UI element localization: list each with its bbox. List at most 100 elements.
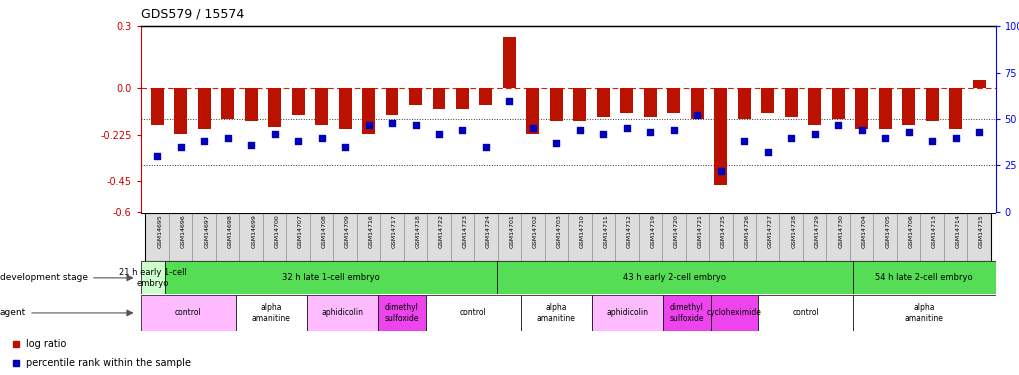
Text: GSM14697: GSM14697	[204, 214, 209, 248]
Bar	[949, 88, 961, 129]
Bar	[854, 88, 867, 129]
Text: cycloheximide: cycloheximide	[706, 308, 761, 317]
Text: GSM14699: GSM14699	[251, 214, 256, 248]
Bar	[573, 88, 586, 121]
Text: GSM14696: GSM14696	[180, 214, 185, 248]
Text: GSM14701: GSM14701	[508, 214, 514, 248]
Bar	[502, 37, 516, 88]
Text: 21 h early 1-cell
embryo: 21 h early 1-cell embryo	[118, 268, 186, 288]
Bar	[520, 295, 591, 331]
Text: alpha
amanitine: alpha amanitine	[904, 303, 943, 323]
Text: GSM14705: GSM14705	[884, 214, 890, 248]
Text: percentile rank within the sample: percentile rank within the sample	[26, 358, 192, 368]
Point	[383, 120, 399, 126]
Bar	[164, 261, 496, 294]
Bar	[221, 88, 234, 119]
Bar	[807, 88, 820, 125]
Point	[783, 135, 799, 141]
Bar	[310, 213, 333, 261]
Bar	[943, 213, 966, 261]
Point	[547, 140, 564, 146]
Text: GSM14730: GSM14730	[838, 214, 843, 248]
Bar	[141, 261, 164, 294]
Point	[149, 153, 165, 159]
Bar	[432, 88, 445, 109]
Bar	[737, 88, 750, 119]
Point	[665, 127, 682, 133]
Text: GSM14703: GSM14703	[555, 214, 560, 248]
Text: GSM14727: GSM14727	[767, 214, 772, 248]
Point	[266, 131, 282, 137]
Text: GSM14718: GSM14718	[415, 214, 420, 248]
Bar	[620, 88, 633, 113]
Point	[947, 135, 963, 141]
Bar	[901, 88, 914, 125]
Text: GSM14709: GSM14709	[344, 214, 350, 248]
Bar	[193, 213, 216, 261]
Bar	[286, 213, 310, 261]
Bar	[825, 213, 849, 261]
Text: GSM14698: GSM14698	[227, 214, 232, 248]
Bar	[925, 88, 937, 121]
Point	[923, 138, 940, 144]
Point	[572, 127, 588, 133]
Bar	[526, 88, 539, 134]
Bar	[479, 88, 492, 105]
Point	[500, 98, 517, 104]
Text: 32 h late 1-cell embryo: 32 h late 1-cell embryo	[281, 273, 379, 282]
Text: GSM14695: GSM14695	[157, 214, 162, 248]
Bar	[239, 213, 263, 261]
Bar	[291, 88, 305, 115]
Text: agent: agent	[0, 308, 132, 317]
Text: control: control	[174, 308, 202, 317]
Bar	[497, 213, 521, 261]
Bar	[643, 88, 656, 117]
Bar	[568, 213, 591, 261]
Bar	[409, 88, 422, 105]
Text: log ratio: log ratio	[26, 339, 66, 349]
Text: dimethyl
sulfoxide: dimethyl sulfoxide	[668, 303, 703, 323]
Bar	[685, 213, 708, 261]
Point	[619, 125, 635, 131]
Point	[219, 135, 235, 141]
Bar	[662, 295, 710, 331]
Point	[736, 138, 752, 144]
Point	[524, 125, 540, 131]
Bar	[755, 213, 779, 261]
Bar	[474, 213, 497, 261]
Point	[970, 129, 986, 135]
Bar	[333, 213, 357, 261]
Bar	[544, 213, 568, 261]
Text: GSM14704: GSM14704	[861, 214, 866, 248]
Text: 43 h early 2-cell embryo: 43 h early 2-cell embryo	[623, 273, 726, 282]
Bar	[732, 213, 755, 261]
Bar	[169, 213, 193, 261]
Text: GSM14719: GSM14719	[650, 214, 654, 248]
Text: GSM14714: GSM14714	[955, 214, 960, 248]
Bar	[830, 88, 844, 119]
Bar	[872, 213, 896, 261]
Point	[477, 144, 493, 150]
Text: GSM14729: GSM14729	[814, 214, 819, 248]
Point	[289, 138, 306, 144]
Text: GSM14707: GSM14707	[298, 214, 303, 248]
Text: GSM14717: GSM14717	[391, 214, 396, 248]
Bar	[380, 213, 404, 261]
Text: GSM14706: GSM14706	[908, 214, 913, 248]
Bar	[146, 213, 169, 261]
Text: GSM14725: GSM14725	[720, 214, 726, 248]
Bar	[362, 88, 375, 134]
Bar	[877, 88, 891, 129]
Bar	[638, 213, 661, 261]
Text: GSM14702: GSM14702	[532, 214, 537, 248]
Bar	[852, 261, 995, 294]
Bar	[614, 213, 638, 261]
Bar	[690, 88, 703, 119]
Point	[430, 131, 446, 137]
Point	[407, 122, 423, 128]
Text: GDS579 / 15574: GDS579 / 15574	[141, 8, 244, 21]
Text: GSM14713: GSM14713	[931, 214, 936, 248]
Bar	[338, 88, 352, 129]
Bar	[198, 88, 210, 129]
Point	[853, 127, 869, 133]
